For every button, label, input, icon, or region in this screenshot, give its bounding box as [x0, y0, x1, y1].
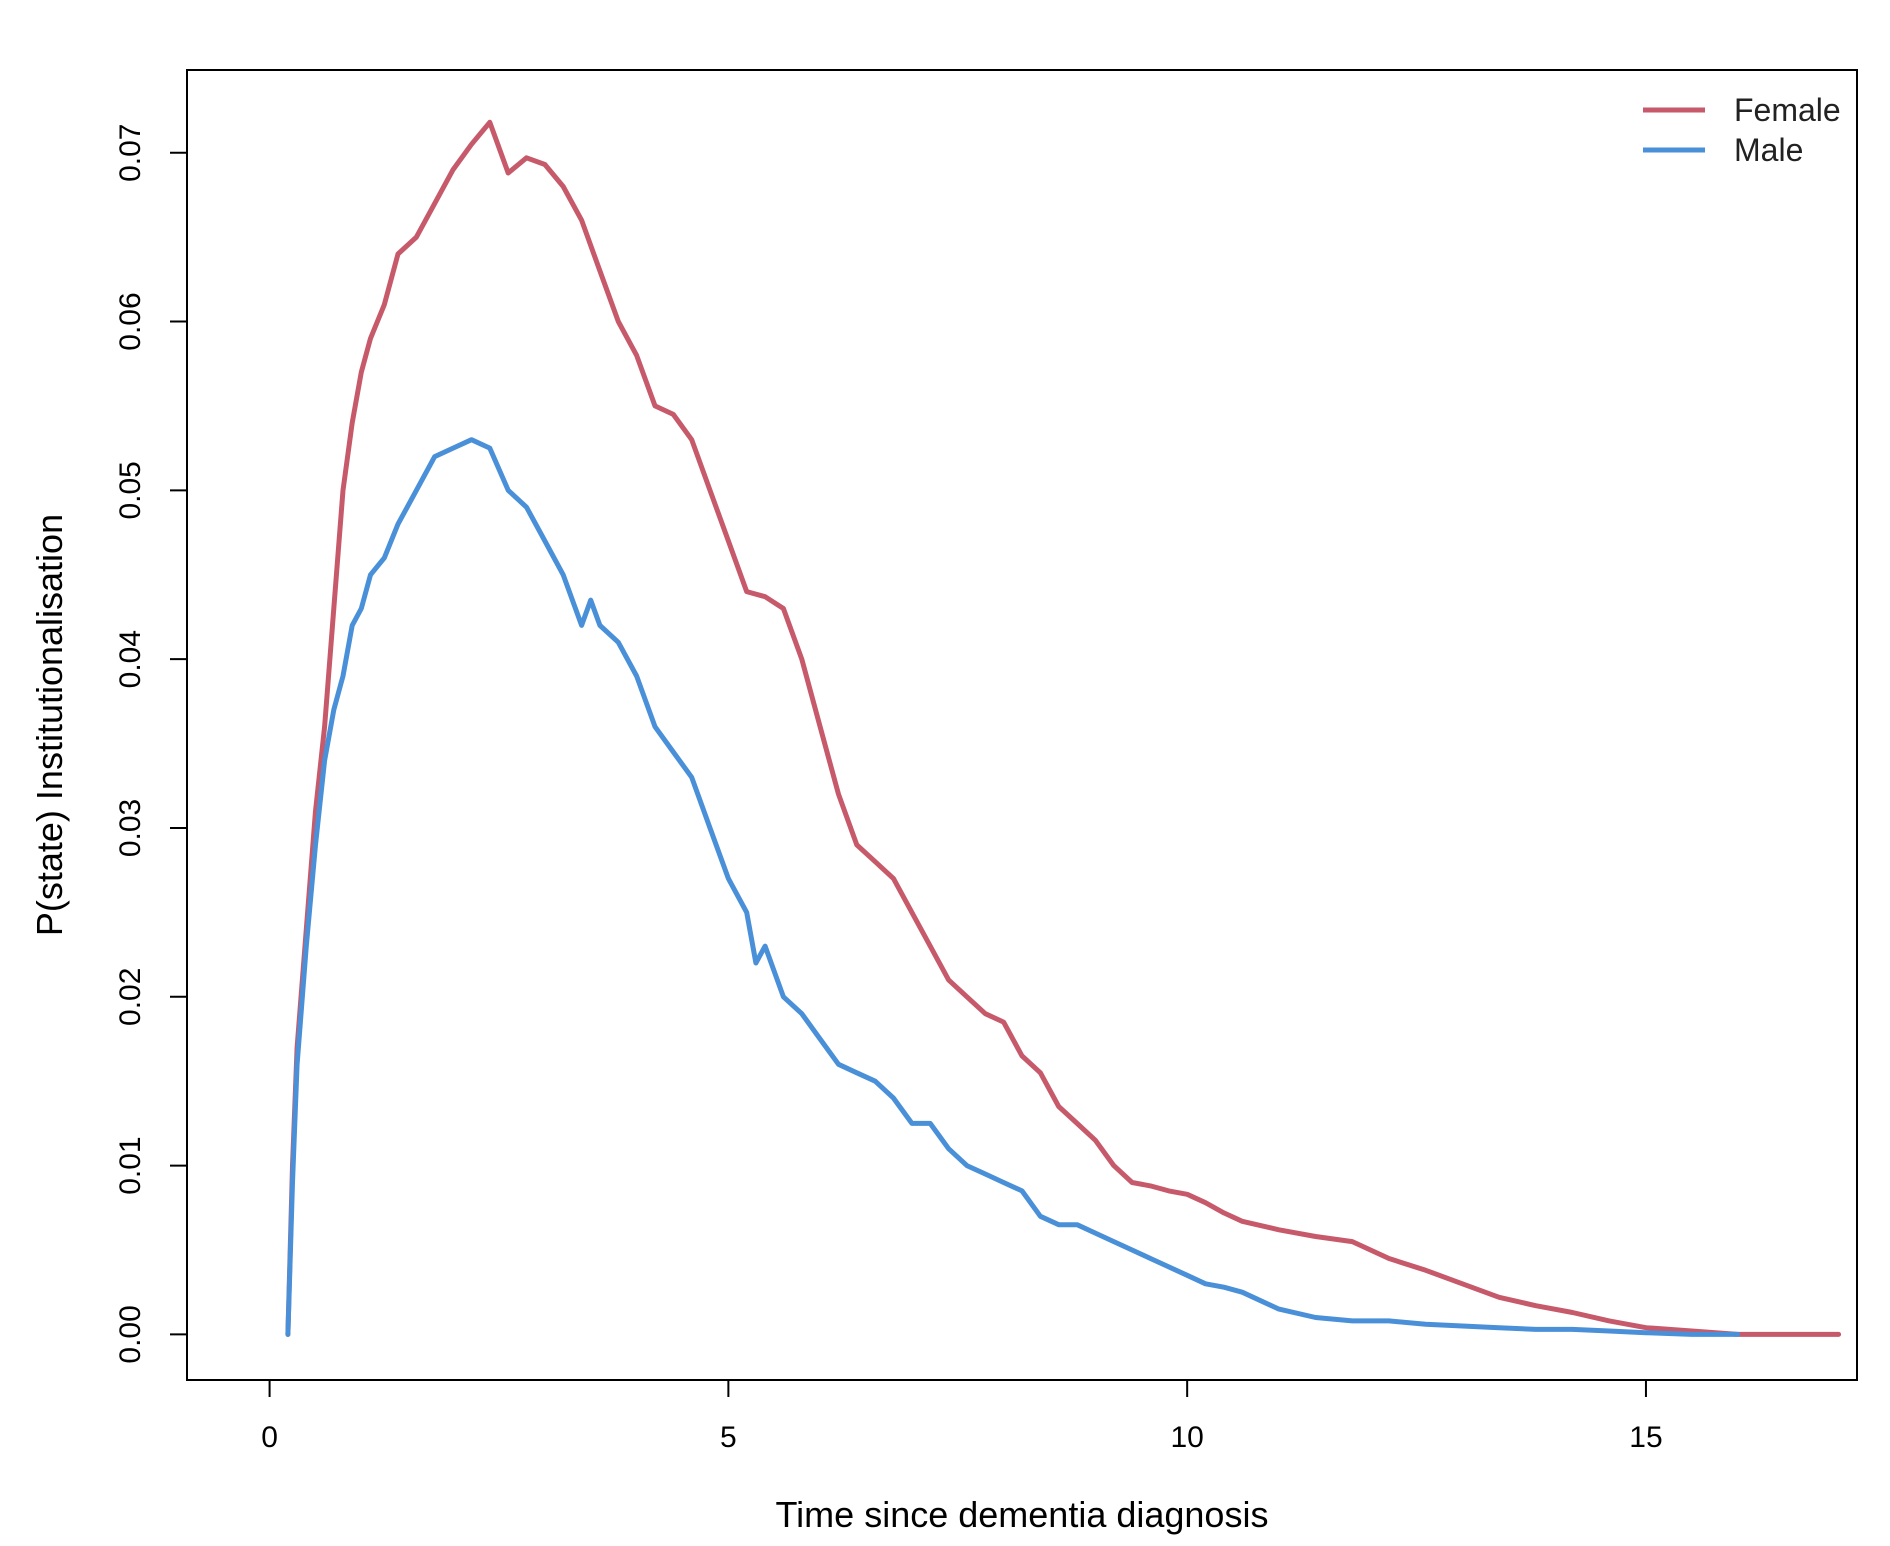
- x-axis: 0 5 10 15: [261, 1379, 1663, 1454]
- x-tick-label: 15: [1629, 1421, 1662, 1454]
- series-layer: [285, 119, 1842, 1337]
- y-tick-label: 0.05: [114, 461, 147, 519]
- legend-label-male: Male: [1734, 132, 1803, 168]
- x-tick-label: 10: [1170, 1421, 1203, 1454]
- legend: Female Male: [1643, 92, 1841, 168]
- x-axis-title: Time since dementia diagnosis: [776, 1494, 1269, 1535]
- y-tick-label: 0.07: [114, 124, 147, 182]
- x-tick-label: 0: [261, 1421, 278, 1454]
- y-tick-label: 0.01: [114, 1136, 147, 1194]
- series-line-male: [285, 437, 1741, 1337]
- y-axis: 0.00 0.01 0.02 0.03 0.04 0.05 0.06 0.07: [114, 124, 188, 1364]
- y-tick-label: 0.00: [114, 1305, 147, 1363]
- y-tick-label: 0.06: [114, 292, 147, 350]
- y-axis-title: P(state) Institutionalisation: [29, 514, 70, 936]
- y-tick-label: 0.02: [114, 968, 147, 1026]
- y-tick-label: 0.03: [114, 799, 147, 857]
- y-tick-label: 0.04: [114, 630, 147, 688]
- series-line-female: [285, 119, 1842, 1337]
- x-tick-label: 5: [720, 1421, 737, 1454]
- legend-label-female: Female: [1734, 92, 1841, 128]
- plot-frame: [186, 69, 1858, 1381]
